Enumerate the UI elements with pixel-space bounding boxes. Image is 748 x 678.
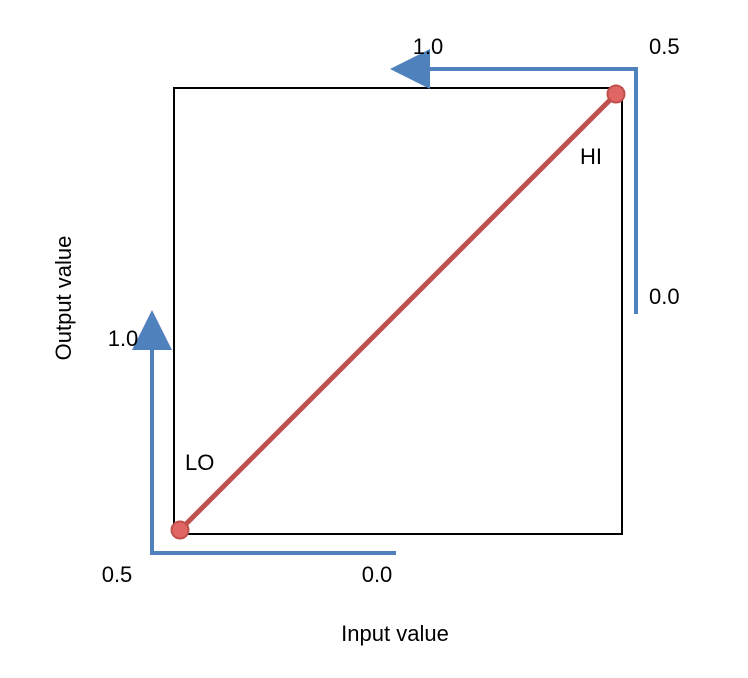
x-axis-title: Input value bbox=[341, 621, 449, 646]
bottom-arrow-start-label: 0.0 bbox=[362, 562, 393, 587]
hi-point bbox=[606, 84, 626, 104]
right-arrow-bottom-label: 0.0 bbox=[649, 284, 680, 309]
top-arrow-end-label: 1.0 bbox=[413, 34, 444, 59]
lo-label: LO bbox=[185, 450, 214, 475]
top-arrow-corner-label: 0.5 bbox=[649, 34, 680, 59]
mapping-line bbox=[177, 91, 619, 533]
hi-label: HI bbox=[580, 144, 602, 169]
input-hi-output-hi-arrow bbox=[390, 49, 638, 314]
input-lo-output-lo-arrow bbox=[132, 310, 396, 555]
lo-point bbox=[170, 520, 190, 540]
bottom-arrow-end-label: 0.5 bbox=[102, 562, 133, 587]
y-axis-title: Output value bbox=[51, 236, 76, 361]
left-arrow-top-label: 1.0 bbox=[108, 326, 139, 351]
